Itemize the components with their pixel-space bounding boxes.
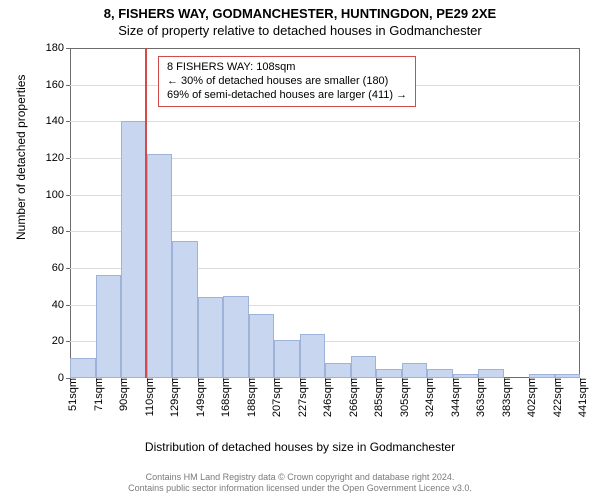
x-tick-label: 149sqm (189, 378, 207, 417)
histogram-bar (402, 363, 428, 378)
chart-title-address: 8, FISHERS WAY, GODMANCHESTER, HUNTINGDO… (0, 6, 600, 21)
plot-area: 02040608010012014016018051sqm71sqm90sqm1… (70, 48, 580, 378)
x-axis-label: Distribution of detached houses by size … (0, 440, 600, 454)
histogram-bar (121, 121, 147, 378)
histogram-bar (325, 363, 351, 378)
x-tick-label: 129sqm (163, 378, 181, 417)
histogram-bar (427, 369, 453, 378)
histogram-bar (96, 275, 122, 378)
x-tick-label: 266sqm (342, 378, 360, 417)
x-tick-label: 188sqm (240, 378, 258, 417)
y-tick-label: 100 (46, 189, 70, 201)
x-tick-label: 402sqm (520, 378, 538, 417)
x-tick-label: 441sqm (571, 378, 589, 417)
y-tick-label: 140 (46, 115, 70, 127)
x-tick-label: 168sqm (214, 378, 232, 417)
x-tick-label: 110sqm (138, 378, 156, 416)
x-tick-label: 227sqm (291, 378, 309, 417)
y-tick-label: 180 (46, 42, 70, 54)
y-axis-label: Number of detached properties (14, 75, 28, 240)
property-size-histogram: { "title_line1": "8, FISHERS WAY, GODMAN… (0, 0, 600, 500)
y-tick-label: 120 (46, 152, 70, 164)
y-tick-label: 40 (52, 299, 70, 311)
histogram-bar (223, 296, 249, 379)
annotation-line: ← 30% of detached houses are smaller (18… (167, 75, 407, 89)
histogram-bar (198, 297, 224, 378)
x-tick-label: 383sqm (495, 378, 513, 417)
x-tick-label: 207sqm (265, 378, 283, 417)
chart-footer: Contains HM Land Registry data © Crown c… (0, 472, 600, 494)
chart-title-block: 8, FISHERS WAY, GODMANCHESTER, HUNTINGDO… (0, 6, 600, 38)
annotation-line: 8 FISHERS WAY: 108sqm (167, 61, 407, 75)
x-tick-label: 285sqm (367, 378, 385, 417)
histogram-bar (274, 340, 300, 379)
x-tick-label: 90sqm (112, 378, 130, 411)
histogram-bar (351, 356, 377, 378)
reference-line (145, 48, 147, 378)
y-tick-label: 20 (52, 335, 70, 347)
histogram-bar (249, 314, 275, 378)
x-tick-label: 422sqm (546, 378, 564, 417)
x-tick-label: 344sqm (444, 378, 462, 417)
chart-title-sub: Size of property relative to detached ho… (0, 23, 600, 38)
x-tick-label: 51sqm (61, 378, 79, 411)
histogram-bar (376, 369, 402, 378)
histogram-bar (300, 334, 326, 378)
x-tick-label: 305sqm (393, 378, 411, 417)
x-tick-label: 71sqm (87, 378, 105, 411)
y-tick-label: 160 (46, 79, 70, 91)
footer-line-2: Contains public sector information licen… (0, 483, 600, 494)
x-tick-label: 246sqm (316, 378, 334, 417)
y-tick-label: 60 (52, 262, 70, 274)
histogram-bar (147, 154, 173, 378)
x-tick-label: 324sqm (418, 378, 436, 417)
annotation-line: 69% of semi-detached houses are larger (… (167, 89, 407, 103)
annotation-box: 8 FISHERS WAY: 108sqm← 30% of detached h… (158, 56, 416, 107)
y-tick-label: 80 (52, 225, 70, 237)
x-tick-label: 363sqm (469, 378, 487, 417)
histogram-bar (70, 358, 96, 378)
histogram-bar (172, 241, 198, 379)
footer-line-1: Contains HM Land Registry data © Crown c… (0, 472, 600, 483)
histogram-bar (478, 369, 504, 378)
